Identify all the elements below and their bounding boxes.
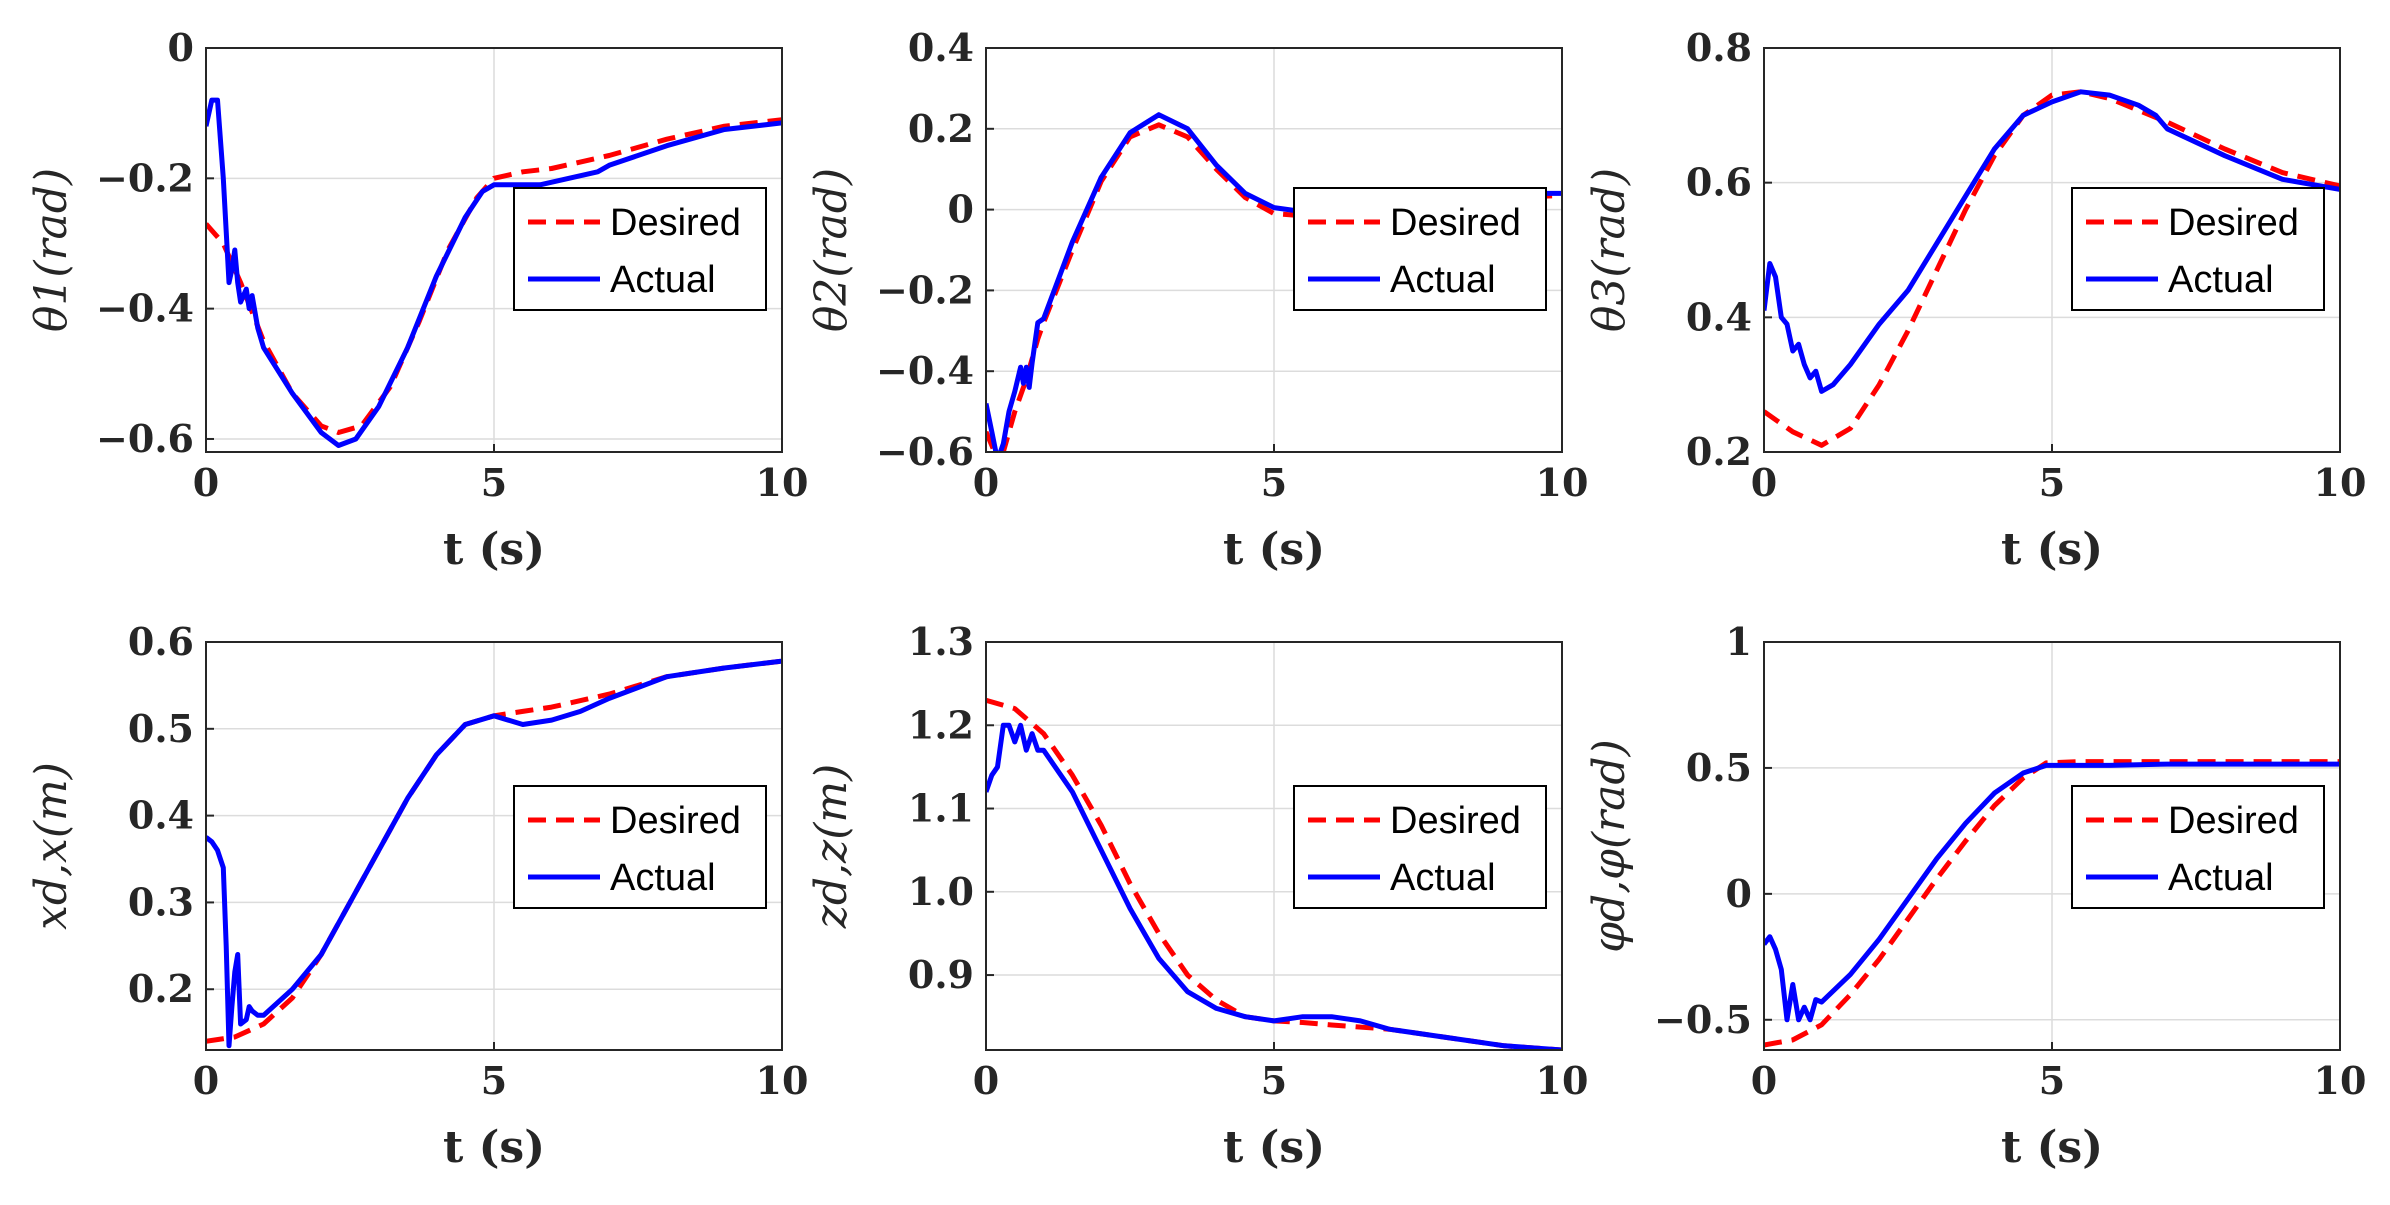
y-tick-label: 1.3 [908, 619, 974, 664]
legend: Desired Actual [513, 785, 767, 909]
y-tick-label: 1 [1726, 619, 1752, 664]
y-tick-label: −0.4 [876, 348, 974, 393]
desired-series-line [986, 697, 1562, 1050]
x-tick-label: 5 [1261, 1058, 1287, 1103]
legend-actual-label: Actual [1390, 259, 1496, 301]
x-tick-label: 0 [193, 1058, 219, 1103]
y-tick-label: 0.8 [1686, 25, 1752, 70]
y-tick-label: −0.6 [96, 416, 194, 461]
legend-desired-label: Desired [2168, 800, 2299, 842]
y-tick-label: 1.0 [908, 869, 974, 914]
x-tick-label: 0 [973, 460, 999, 505]
y-axis-label: θ3(rad) [1584, 168, 1635, 332]
legend: Desired Actual [1293, 187, 1547, 311]
desired-series-line [206, 658, 782, 1044]
y-tick-label: −0.2 [96, 155, 194, 200]
chart-panel-6: 0 5 10 1 0.5 0 −0.5 t (s) φd,φ(rad) Desired Actual [1584, 619, 2366, 1173]
y-axis-label: zd,z(m) [806, 764, 857, 930]
legend-box [2071, 785, 2325, 909]
chart-panel-3: 0 5 10 0.8 0.6 0.4 0.2 t (s) θ3(rad) Desired Actua… [1584, 25, 2366, 575]
actual-series-line [206, 97, 782, 448]
x-axis-label: t (s) [1223, 524, 1325, 575]
y-axis-label: φd,φ(rad) [1584, 739, 1635, 953]
x-tick-label: 10 [756, 460, 809, 505]
y-tick-label: 0 [168, 25, 194, 70]
legend-actual-label: Actual [2168, 259, 2274, 301]
legend-desired-label: Desired [1390, 800, 1521, 842]
legend-box [513, 187, 767, 311]
x-axis-label: t (s) [1223, 1122, 1325, 1173]
x-tick-label: 10 [1536, 460, 1589, 505]
y-tick-label: −0.2 [876, 267, 974, 312]
y-tick-label: 0 [948, 187, 974, 232]
x-axis-label: t (s) [443, 1122, 545, 1173]
chart-panel-4: 0 5 10 0.6 0.5 0.4 0.3 0.2 t (s) xd,x(m) Desired Ac… [26, 619, 808, 1173]
y-tick-label: 1.1 [908, 786, 974, 831]
x-tick-label: 10 [2314, 1058, 2367, 1103]
x-tick-label: 0 [1751, 460, 1777, 505]
legend-box [2071, 187, 2325, 311]
x-tick-label: 10 [1536, 1058, 1589, 1103]
y-tick-label: 0.3 [128, 879, 194, 924]
x-tick-label: 10 [756, 1058, 809, 1103]
actual-series-line [206, 658, 782, 1049]
actual-series-line [1764, 761, 2340, 1023]
y-tick-label: 0.9 [908, 952, 974, 997]
legend: Desired Actual [2071, 785, 2325, 909]
x-axis-label: t (s) [443, 524, 545, 575]
actual-series-line [1764, 89, 2340, 394]
y-tick-label: −0.5 [1654, 997, 1752, 1042]
legend-box [1293, 785, 1547, 909]
x-tick-label: 5 [2039, 460, 2065, 505]
legend-actual-label: Actual [610, 259, 716, 301]
y-tick-label: 0.2 [128, 966, 194, 1011]
x-tick-label: 5 [2039, 1058, 2065, 1103]
y-axis-label: xd,x(m) [26, 762, 77, 930]
y-tick-label: 0.2 [1686, 429, 1752, 474]
y-tick-label: 0 [1726, 871, 1752, 916]
legend-box [513, 785, 767, 909]
x-tick-label: 5 [481, 460, 507, 505]
y-tick-label: 0.4 [128, 793, 194, 838]
x-axis-label: t (s) [2001, 524, 2103, 575]
x-tick-label: 5 [1261, 460, 1287, 505]
legend-desired-label: Desired [610, 202, 741, 244]
y-axis-label: θ1(rad) [26, 168, 77, 332]
legend: Desired Actual [2071, 187, 2325, 311]
y-tick-label: 0.6 [128, 619, 194, 664]
y-tick-label: 0.5 [1686, 745, 1752, 790]
x-tick-label: 10 [2314, 460, 2367, 505]
y-tick-label: 1.2 [908, 702, 974, 747]
x-tick-label: 0 [193, 460, 219, 505]
x-tick-label: 0 [1751, 1058, 1777, 1103]
legend-desired-label: Desired [610, 800, 741, 842]
chart-panel-5: 0 5 10 1.3 1.2 1.1 1.0 0.9 t (s) zd,z(m) Desired Ac… [806, 619, 1588, 1173]
x-tick-label: 0 [973, 1058, 999, 1103]
chart-panel-2: 0 5 10 0.4 0.2 0 −0.2 −0.4 −0.6 t (s) θ2(rad) Desir… [806, 25, 1588, 575]
legend-desired-label: Desired [2168, 202, 2299, 244]
y-tick-label: 0.4 [908, 25, 974, 70]
y-tick-label: −0.6 [876, 429, 974, 474]
desired-series-line [1764, 89, 2340, 448]
x-tick-label: 5 [481, 1058, 507, 1103]
y-tick-label: 0.6 [1686, 160, 1752, 205]
legend-actual-label: Actual [610, 857, 716, 899]
chart-panel-1: 0 5 10 0 −0.2 −0.4 −0.6 t (s) θ1(rad) Desired Actu… [26, 25, 808, 575]
x-axis-label: t (s) [2001, 1122, 2103, 1173]
legend: Desired Actual [1293, 785, 1547, 909]
legend-actual-label: Actual [1390, 857, 1496, 899]
y-tick-label: 0.4 [1686, 294, 1752, 339]
actual-series-line [986, 722, 1562, 1050]
y-axis-label: θ2(rad) [806, 168, 857, 332]
legend-desired-label: Desired [1390, 202, 1521, 244]
y-tick-label: 0.2 [908, 106, 974, 151]
legend-actual-label: Actual [2168, 857, 2274, 899]
legend-box [1293, 187, 1547, 311]
y-tick-label: −0.4 [96, 286, 194, 331]
legend: Desired Actual [513, 187, 767, 311]
y-tick-label: 0.5 [128, 706, 194, 751]
